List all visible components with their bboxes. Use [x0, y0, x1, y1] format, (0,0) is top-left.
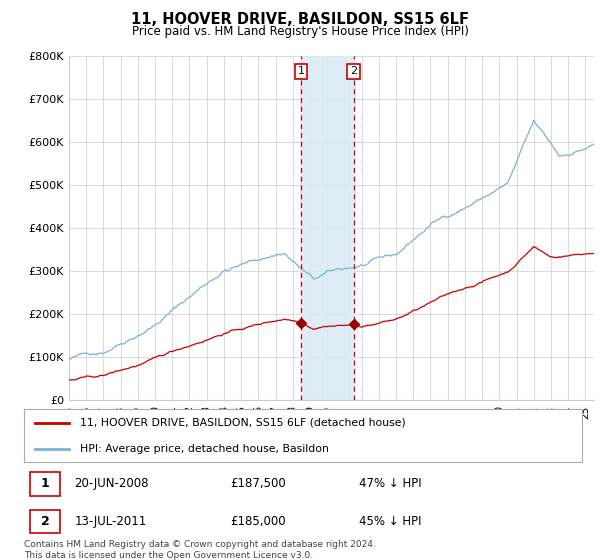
- Text: 2: 2: [350, 67, 357, 77]
- Text: 13-JUL-2011: 13-JUL-2011: [74, 515, 146, 528]
- Text: 47% ↓ HPI: 47% ↓ HPI: [359, 477, 421, 490]
- Text: Price paid vs. HM Land Registry's House Price Index (HPI): Price paid vs. HM Land Registry's House …: [131, 25, 469, 38]
- Text: HPI: Average price, detached house, Basildon: HPI: Average price, detached house, Basi…: [80, 444, 329, 454]
- Text: 2: 2: [41, 515, 49, 528]
- Text: 20-JUN-2008: 20-JUN-2008: [74, 477, 149, 490]
- Text: Contains HM Land Registry data © Crown copyright and database right 2024.
This d: Contains HM Land Registry data © Crown c…: [24, 540, 376, 560]
- FancyBboxPatch shape: [29, 472, 60, 496]
- Bar: [301, 56, 354, 400]
- Text: 45% ↓ HPI: 45% ↓ HPI: [359, 515, 421, 528]
- FancyBboxPatch shape: [29, 510, 60, 533]
- Text: 11, HOOVER DRIVE, BASILDON, SS15 6LF: 11, HOOVER DRIVE, BASILDON, SS15 6LF: [131, 12, 469, 27]
- FancyBboxPatch shape: [24, 409, 582, 462]
- Text: £185,000: £185,000: [230, 515, 286, 528]
- Text: 1: 1: [298, 67, 304, 77]
- Text: 11, HOOVER DRIVE, BASILDON, SS15 6LF (detached house): 11, HOOVER DRIVE, BASILDON, SS15 6LF (de…: [80, 418, 406, 428]
- Text: 1: 1: [41, 477, 49, 490]
- Text: £187,500: £187,500: [230, 477, 286, 490]
